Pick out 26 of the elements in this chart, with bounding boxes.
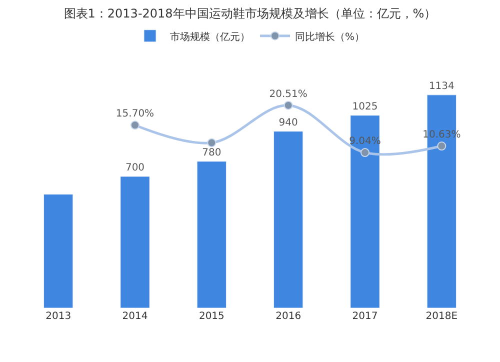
legend-label: 市场规模（亿元） [170, 30, 250, 43]
point [437, 142, 446, 151]
x-tick-label: 2016 [276, 311, 302, 322]
bar [44, 194, 74, 308]
x-tick-label: 2014 [122, 311, 148, 322]
data-label: 20.51% [269, 88, 308, 100]
data-label: 1134 [428, 80, 454, 92]
x-tick-label: 2018E [426, 311, 458, 322]
point [207, 138, 216, 148]
point [284, 100, 293, 110]
data-label: 780 [202, 147, 222, 158]
bar [120, 176, 150, 308]
bar [274, 131, 304, 308]
bar [350, 115, 380, 308]
legend-label: 同比增长（%） [295, 30, 365, 43]
bar [196, 161, 226, 308]
x-tick-label: 2013 [46, 311, 72, 322]
point [360, 148, 370, 158]
point [130, 120, 140, 130]
data-label: 940 [278, 117, 298, 128]
data-label: 15.70% [116, 108, 154, 120]
x-tick-label: 2015 [198, 311, 224, 322]
x-tick-label: 2017 [352, 311, 378, 322]
data-label: 1025 [352, 101, 378, 112]
chart-title: 图表1：2013-2018年中国运动鞋市场规模及增长（单位：亿元，%） [64, 6, 436, 20]
data-label: 700 [125, 162, 145, 174]
